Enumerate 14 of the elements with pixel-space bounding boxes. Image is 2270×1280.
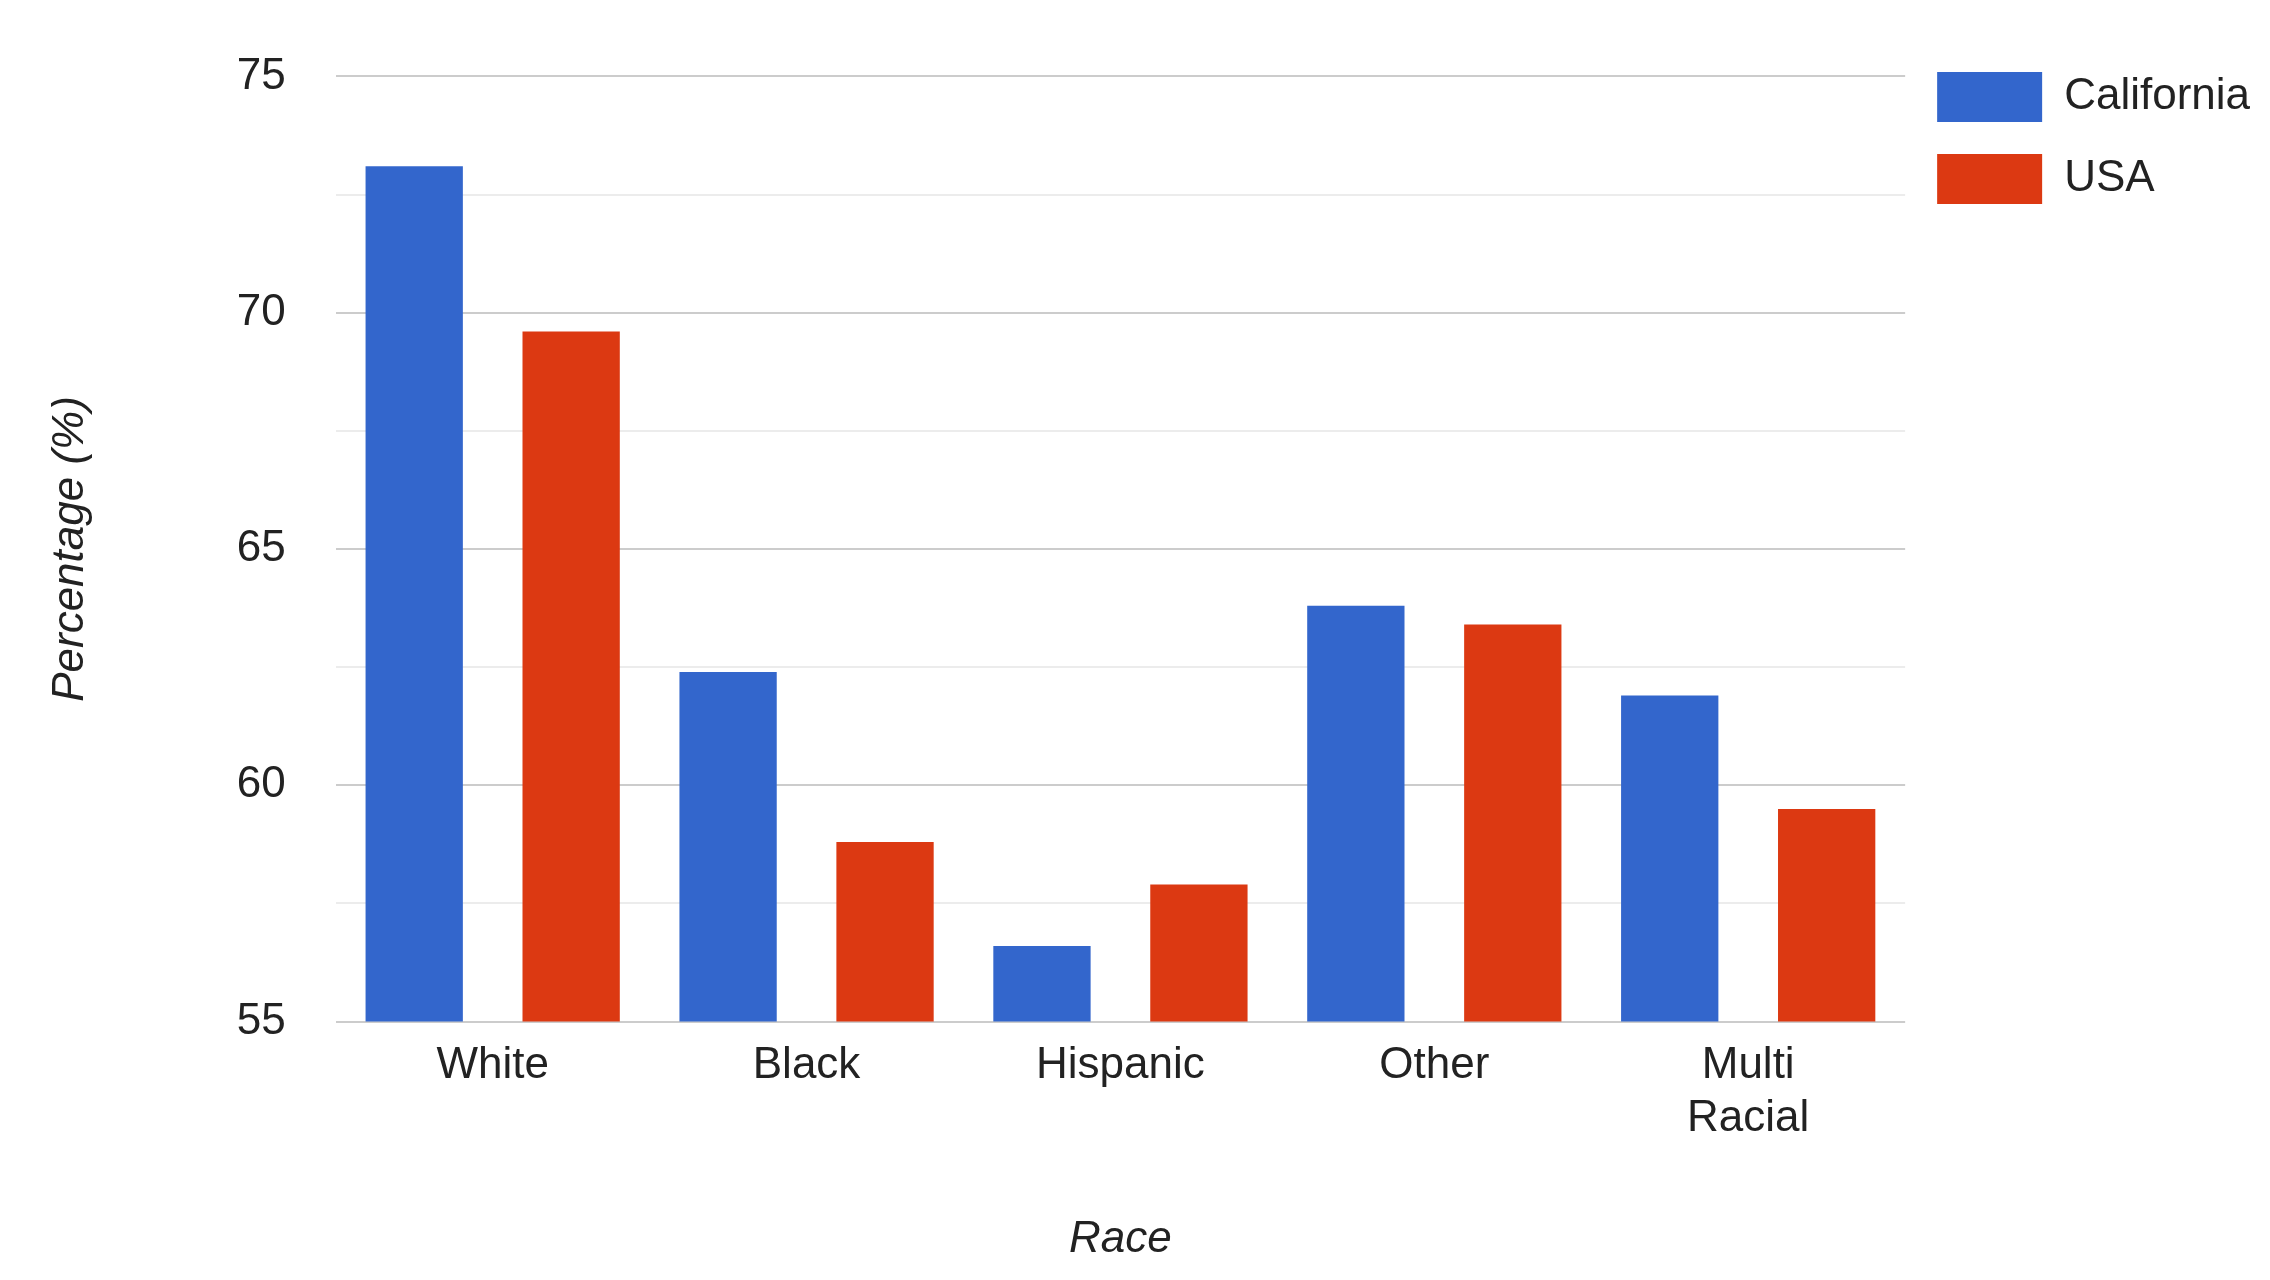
x-tick-label: White bbox=[436, 1038, 549, 1088]
y-tick-label: 60 bbox=[236, 757, 286, 807]
x-tick-label: Black bbox=[752, 1038, 862, 1088]
legend-label: USA bbox=[2064, 151, 2156, 201]
y-tick-label: 55 bbox=[236, 993, 286, 1043]
y-tick-label: 70 bbox=[236, 284, 286, 334]
x-tick-label: Multi Racial bbox=[1687, 1038, 1810, 1140]
legend-label: California bbox=[2064, 69, 2251, 119]
y-tick-label: 65 bbox=[236, 521, 286, 571]
x-axis-title: Race bbox=[1069, 1211, 1172, 1261]
x-tick-label: Other bbox=[1379, 1038, 1490, 1088]
x-tick-label: Hispanic bbox=[1036, 1038, 1205, 1088]
y-tick-label: 75 bbox=[236, 48, 286, 98]
y-axis-title: Percentage (%) bbox=[42, 396, 92, 702]
